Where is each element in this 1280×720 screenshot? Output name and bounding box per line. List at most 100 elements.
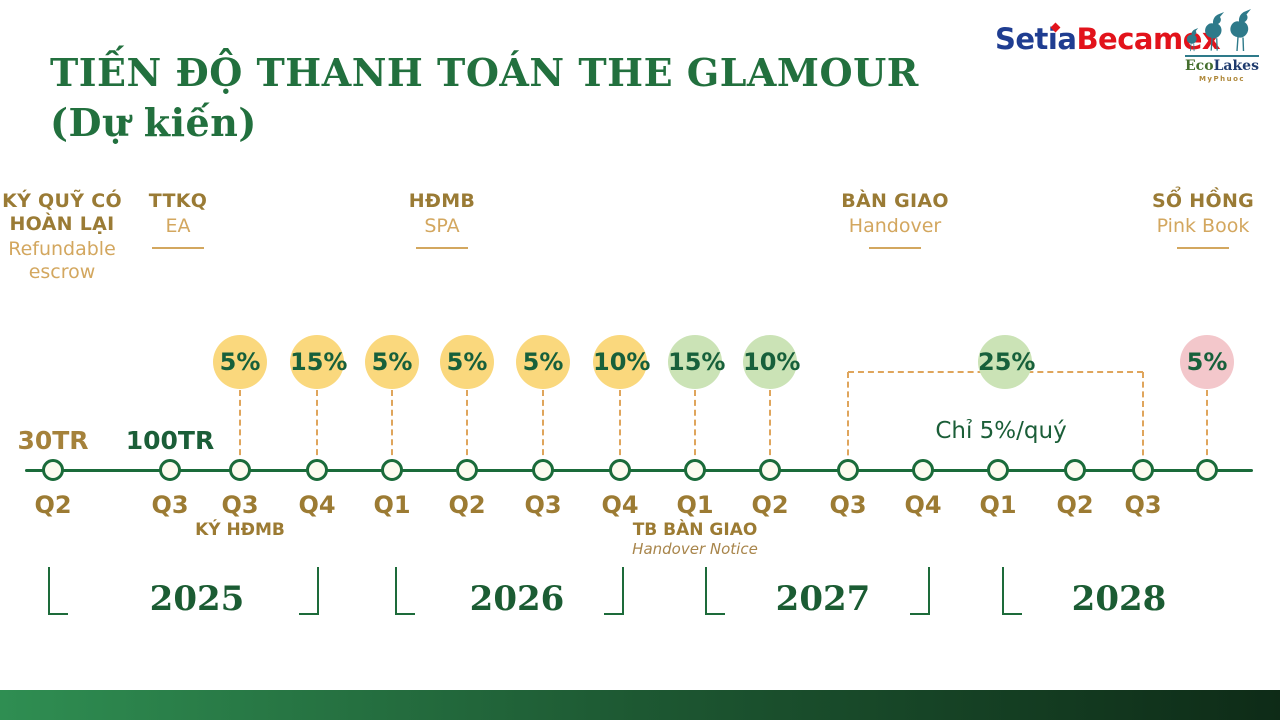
year-bracket-right (928, 567, 930, 615)
timeline-node (987, 459, 1009, 481)
timeline-node (837, 459, 859, 481)
ecolakes-birds-icon (1186, 8, 1252, 52)
stage-label-vi: SỔ HỒNG (1151, 190, 1255, 212)
dashed-connector (391, 390, 393, 465)
stage-label-en: Pink Book (1156, 215, 1250, 237)
stage-label-en: Refundable escrow (8, 238, 116, 283)
quarter-label: Q2 (448, 491, 486, 519)
year-bracket-left (1002, 567, 1004, 615)
timeline-node (532, 459, 554, 481)
year-bracket-left (705, 613, 725, 615)
bracket-dashed-right (1142, 372, 1144, 465)
timeline-node (1196, 459, 1218, 481)
dashed-connector (694, 390, 696, 465)
stage-underline (152, 247, 204, 249)
year-bracket-right (604, 613, 624, 615)
payment-circle: 10% (743, 335, 800, 389)
setia-wordmark: Setia (995, 22, 1077, 56)
timeline-node (159, 459, 181, 481)
page-title: TIẾN ĐỘ THANH TOÁN THE GLAMOUR (Dự kiến) (50, 48, 919, 148)
stage-label-en: Handover (848, 215, 942, 237)
year-bracket-left (48, 613, 68, 615)
year-label: 2028 (1071, 579, 1167, 619)
year-bracket-right (299, 613, 319, 615)
milestone-sublabel: Handover Notice (632, 540, 758, 558)
stage-label-vi: BÀN GIAO (841, 190, 949, 212)
timeline-node (609, 459, 631, 481)
ecolakes-lakes-text: Lakes (1213, 58, 1259, 74)
year-label: 2027 (775, 579, 871, 619)
quarter-label: Q1 (979, 491, 1017, 519)
timeline-node (1064, 459, 1086, 481)
milestone-label: KÝ HĐMB (195, 520, 285, 540)
ecolakes-logo: EcoLakes MyPhuoc (1183, 8, 1261, 83)
year-label: 2026 (469, 579, 565, 619)
stage-label: TTKQ EA (118, 190, 238, 249)
timeline-node (229, 459, 251, 481)
year-label: 2025 (149, 579, 245, 619)
milestone-label: TB BÀN GIAO (632, 520, 758, 540)
timeline-node (1132, 459, 1154, 481)
stage-label-en: SPA (424, 215, 460, 237)
timeline-node (684, 459, 706, 481)
stage-label-vi: KÝ QUỸ CÓ HOÀN LẠI (2, 190, 122, 235)
dashed-connector (542, 390, 544, 465)
quarter-label: Q1 (373, 491, 411, 519)
ecolakes-eco-text: Eco (1185, 58, 1214, 74)
title-line-1: TIẾN ĐỘ THANH TOÁN THE GLAMOUR (50, 50, 919, 95)
payment-circle: 15% (668, 335, 725, 389)
stage-label: KÝ QUỸ CÓ HOÀN LẠI Refundable escrow (0, 190, 137, 284)
stage-label: BÀN GIAO Handover (810, 190, 980, 249)
year-bracket-left (48, 567, 50, 615)
dashed-connector (239, 390, 241, 465)
payment-circle: 5% (1180, 335, 1234, 389)
year-bracket-left (395, 613, 415, 615)
year-bracket-right (622, 567, 624, 615)
year-bracket-left (395, 567, 397, 615)
payment-circle: 5% (440, 335, 494, 389)
timeline-node (456, 459, 478, 481)
stage-label: HĐMB SPA (382, 190, 502, 249)
stage-underline (1177, 247, 1229, 249)
bracket-dashed-left (847, 372, 849, 465)
payment-circle: 5% (516, 335, 570, 389)
quarter-label: Q4 (298, 491, 336, 519)
stage-label-en: EA (165, 215, 191, 237)
stage-underline (869, 247, 921, 249)
bracket-note: Chỉ 5%/quý (935, 418, 1067, 444)
year-bracket-left (705, 567, 707, 615)
timeline-node (912, 459, 934, 481)
quarter-label: Q3 (524, 491, 562, 519)
ecolakes-divider (1185, 55, 1259, 57)
quarter-label: Q2 (751, 491, 789, 519)
quarter-label: Q4 (601, 491, 639, 519)
payment-circle: 5% (365, 335, 419, 389)
year-bracket-right (910, 613, 930, 615)
dashed-connector (769, 390, 771, 465)
footer-bar (0, 690, 1280, 720)
quarter-label: Q3 (829, 491, 867, 519)
quarter-label: Q3 (1124, 491, 1162, 519)
payment-circle: 15% (290, 335, 347, 389)
stage-underline (416, 247, 468, 249)
ecolakes-wordmark: EcoLakes (1183, 59, 1261, 74)
stage-label-vi: HĐMB (408, 190, 476, 212)
timeline-node (42, 459, 64, 481)
title-line-2: (Dự kiến) (50, 100, 257, 145)
year-bracket-left (1002, 613, 1022, 615)
payment-circle: 25% (978, 335, 1035, 389)
payment-circle: 5% (213, 335, 267, 389)
deposit-label: 100TR (125, 426, 215, 455)
dashed-connector (316, 390, 318, 465)
quarter-label: Q3 (221, 491, 259, 519)
stage-label-vi: TTKQ (148, 190, 208, 212)
quarter-label: Q4 (904, 491, 942, 519)
quarter-label: Q2 (34, 491, 72, 519)
timeline-node (306, 459, 328, 481)
timeline-line (25, 469, 1253, 472)
timeline-node (381, 459, 403, 481)
payment-circle: 10% (593, 335, 650, 389)
dashed-connector (466, 390, 468, 465)
ecolakes-subtitle: MyPhuoc (1198, 75, 1246, 83)
